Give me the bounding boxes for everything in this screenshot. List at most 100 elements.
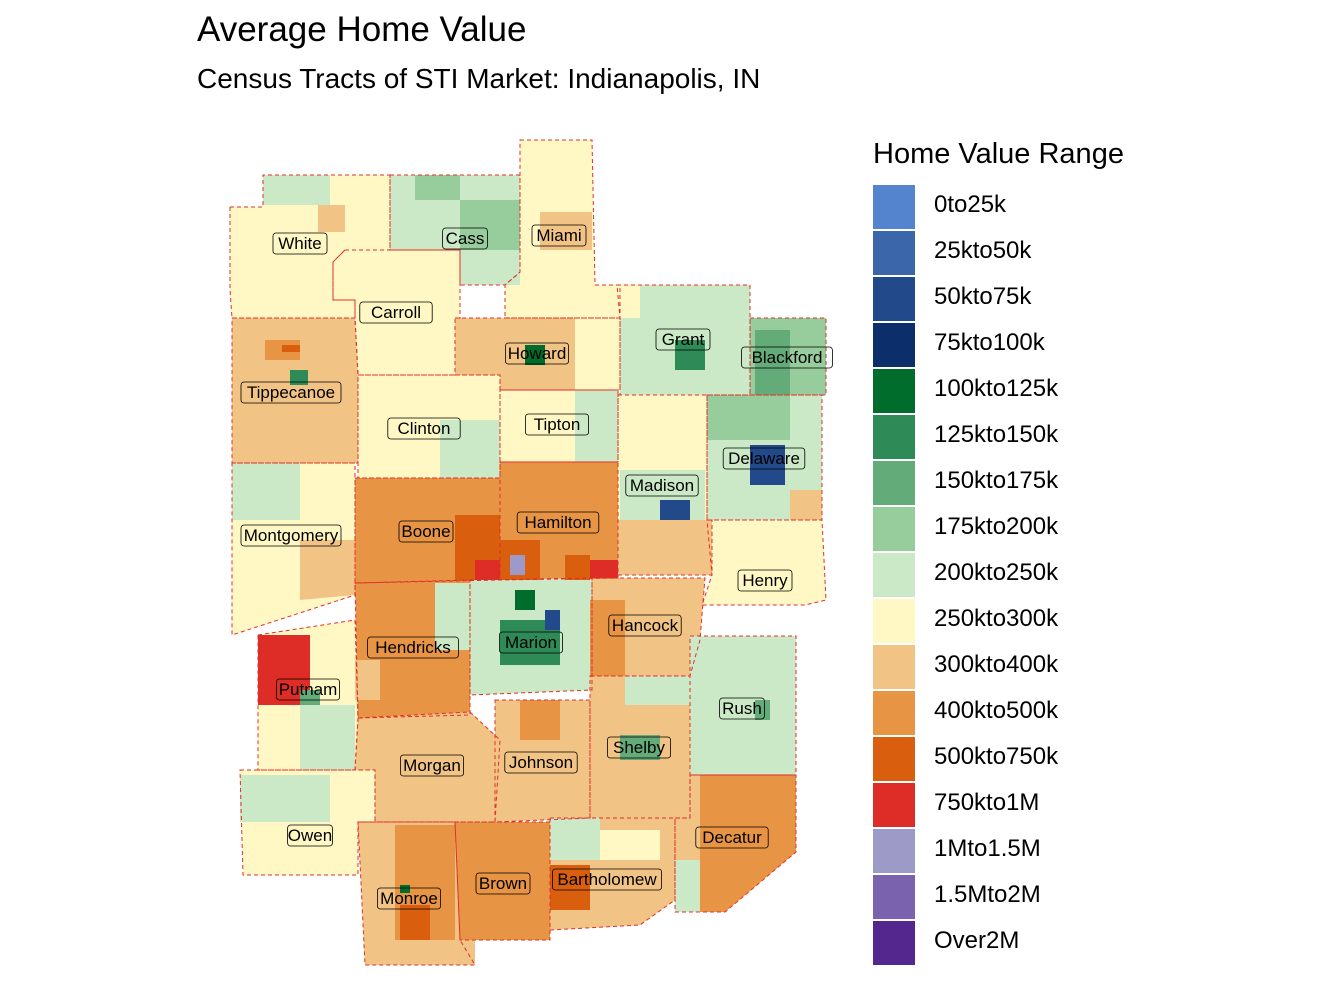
census-tract-patch <box>750 445 785 485</box>
legend-label: 1Mto1.5M <box>934 835 1041 862</box>
census-tract-patch <box>525 345 545 365</box>
tract-patches <box>232 175 822 965</box>
county-name: Hancock <box>612 616 679 635</box>
county-label-box <box>387 417 461 440</box>
legend-swatch <box>873 783 915 827</box>
legend-label: 750kto1M <box>934 789 1040 816</box>
county-name: Tippecanoe <box>247 383 335 402</box>
legend-item: 750kto1M <box>873 783 1124 829</box>
legend-label: 150kto175k <box>934 467 1059 494</box>
census-tract-patch <box>600 285 640 318</box>
county-name: Decatur <box>702 828 762 847</box>
legend-label: 0to25k <box>934 191 1007 218</box>
legend-item: 1Mto1.5M <box>873 829 1124 875</box>
census-tract-patch <box>790 490 822 520</box>
census-tract-patch <box>520 700 560 740</box>
county-label-hamilton: Hamilton <box>516 511 600 534</box>
legend-item: 250kto300k <box>873 599 1124 645</box>
census-tract-patch <box>755 330 790 395</box>
county-name: Tipton <box>534 415 581 434</box>
county-label-johnson: Johnson <box>504 751 578 774</box>
county-area-carroll <box>333 250 460 375</box>
county-label-box <box>531 224 587 247</box>
county-border <box>749 317 827 396</box>
census-tract-patch <box>455 318 500 375</box>
county-label-blackford: Blackford <box>741 346 833 369</box>
census-tract-map: White Cass Miami Carroll Howard Grant Blackfor… <box>229 139 833 966</box>
county-label-box <box>475 872 531 895</box>
county-label-box <box>625 474 699 497</box>
county-name: Montgomery <box>244 526 339 545</box>
legend-swatch <box>873 231 915 275</box>
census-tract-patch <box>500 620 560 665</box>
county-name: Morgan <box>403 756 461 775</box>
county-label-putnam: Putnam <box>275 678 340 701</box>
census-tract-patch <box>620 735 660 760</box>
legend-item: 50kto75k <box>873 277 1124 323</box>
county-label-marion: Marion <box>498 631 563 654</box>
county-label-clinton: Clinton <box>387 417 461 440</box>
county-label-box <box>398 520 454 543</box>
legend-item: 1.5Mto2M <box>873 875 1124 921</box>
census-tract-patch <box>550 865 590 910</box>
county-border <box>494 699 591 823</box>
county-label-box <box>498 631 563 654</box>
county-name: Owen <box>288 826 332 845</box>
legend-label: 200kto250k <box>934 559 1059 586</box>
census-tract-patch <box>515 590 535 610</box>
legend-label: 250kto300k <box>934 605 1059 632</box>
county-label-box <box>272 232 328 255</box>
county-label-box <box>695 826 769 849</box>
county-border <box>357 374 501 479</box>
county-name: Johnson <box>509 753 573 772</box>
census-tract-patch <box>300 705 355 770</box>
county-label-tippecanoe: Tippecanoe <box>240 381 342 404</box>
county-label-box <box>552 868 663 891</box>
legend-swatch <box>873 553 915 597</box>
census-tract-patch <box>565 555 590 580</box>
county-label-box <box>275 678 340 701</box>
county-name: Clinton <box>398 419 451 438</box>
legend-item: 0to25k <box>873 185 1124 231</box>
census-tract-patch <box>618 520 712 575</box>
census-tract-patch <box>510 555 525 575</box>
county-name: Bartholomew <box>557 870 657 889</box>
legend-swatch <box>873 599 915 643</box>
county-name: Boone <box>401 522 450 541</box>
legend-swatch <box>873 645 915 689</box>
map-subtitle: Census Tracts of STI Market: Indianapoli… <box>197 63 761 94</box>
county-name: Brown <box>479 874 527 893</box>
census-tract-patch <box>375 720 430 770</box>
county-border <box>357 821 476 966</box>
county-label-box <box>240 381 342 404</box>
census-tract-patch <box>435 583 470 650</box>
county-name: Delaware <box>728 449 800 468</box>
census-tract-patch <box>575 390 618 462</box>
census-tract-patch <box>240 775 330 822</box>
census-tract-patch <box>755 700 770 720</box>
county-label-howard: Howard <box>504 342 569 365</box>
county-label-box <box>287 824 333 847</box>
county-border <box>701 519 827 606</box>
legend-swatch <box>873 829 915 873</box>
county-border <box>454 821 551 941</box>
county-label-box <box>516 511 600 534</box>
county-label-monroe: Monroe <box>376 887 441 910</box>
legend-label: 125kto150k <box>934 421 1059 448</box>
county-border <box>616 284 751 396</box>
county-label-bartholomew: Bartholomew <box>552 868 663 891</box>
county-border <box>469 577 593 696</box>
county-name: Carroll <box>371 303 421 322</box>
county-label-box <box>722 447 806 470</box>
census-tract-patch <box>540 500 600 545</box>
county-border <box>257 619 359 771</box>
legend-item: 25kto50k <box>873 231 1124 277</box>
legend-label: 50kto75k <box>934 283 1032 310</box>
legend-item: 150kto175k <box>873 461 1124 507</box>
legend-item: 300kto400k <box>873 645 1124 691</box>
census-tract-patch <box>700 775 796 912</box>
county-label-box <box>442 227 488 250</box>
county-label-white: White <box>272 232 328 255</box>
legend-swatch <box>873 737 915 781</box>
county-name: Grant <box>662 330 705 349</box>
